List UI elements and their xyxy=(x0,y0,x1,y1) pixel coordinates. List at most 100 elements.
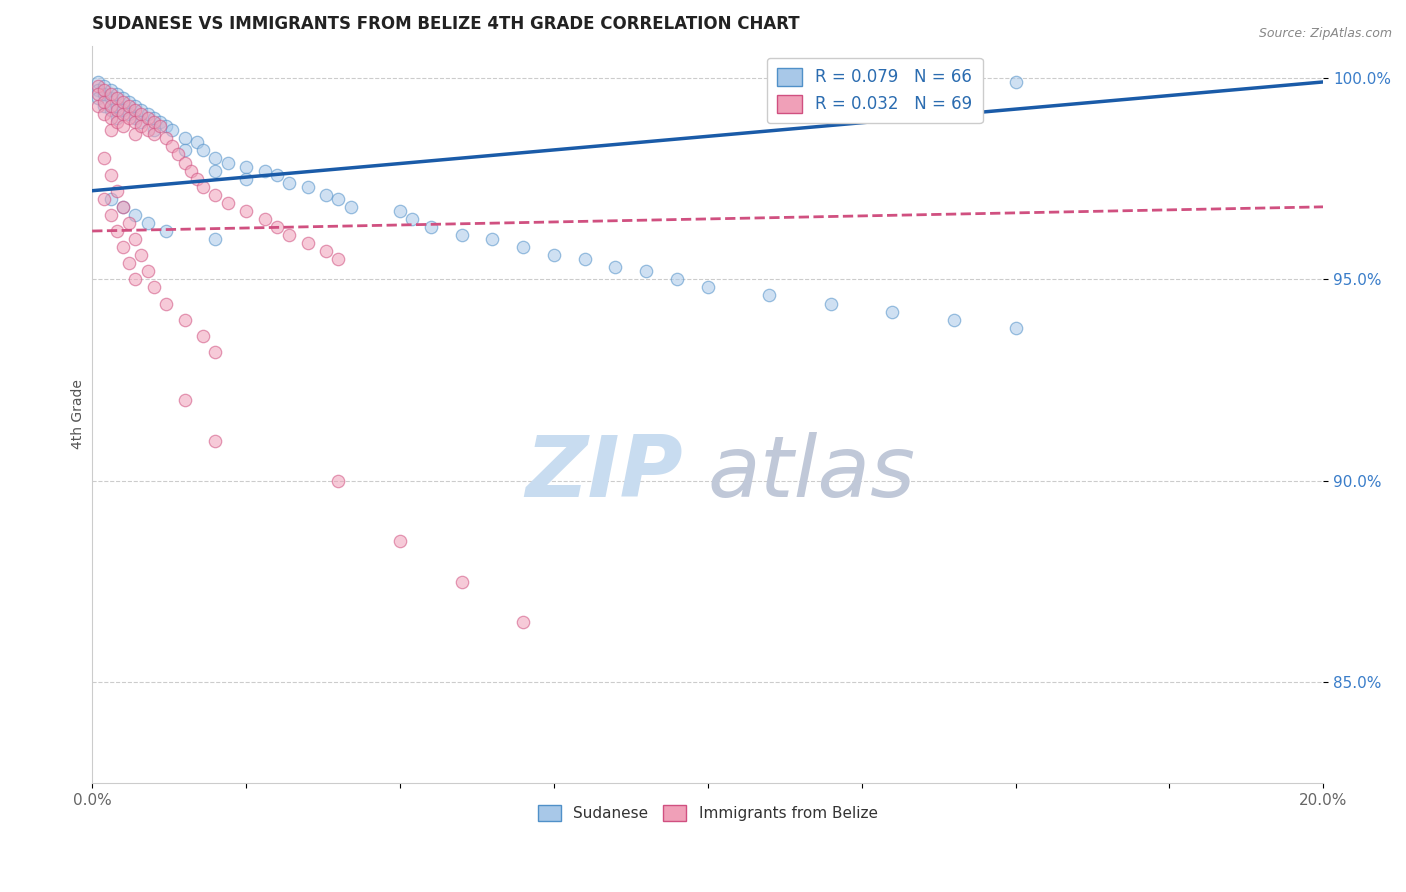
Point xyxy=(155,296,177,310)
Point xyxy=(105,112,128,126)
Point xyxy=(105,87,128,101)
Point xyxy=(186,171,208,186)
Point xyxy=(100,99,122,113)
Point xyxy=(124,128,146,142)
Point xyxy=(93,99,115,113)
Point xyxy=(136,216,159,230)
Point xyxy=(1004,320,1026,334)
Text: atlas: atlas xyxy=(707,432,915,515)
Text: Source: ZipAtlas.com: Source: ZipAtlas.com xyxy=(1258,27,1392,40)
Point xyxy=(131,248,153,262)
Point xyxy=(882,304,904,318)
Point xyxy=(118,99,141,113)
Point xyxy=(636,264,658,278)
Point xyxy=(235,203,257,218)
Point xyxy=(328,192,350,206)
Point xyxy=(235,160,257,174)
Point xyxy=(173,393,195,408)
Point xyxy=(105,99,128,113)
Point xyxy=(173,144,195,158)
Point xyxy=(124,208,146,222)
Point xyxy=(93,152,115,166)
Point xyxy=(87,91,110,105)
Text: SUDANESE VS IMMIGRANTS FROM BELIZE 4TH GRADE CORRELATION CHART: SUDANESE VS IMMIGRANTS FROM BELIZE 4TH G… xyxy=(93,15,800,33)
Point xyxy=(105,91,128,105)
Point xyxy=(235,171,257,186)
Point xyxy=(118,95,141,109)
Point xyxy=(136,123,159,137)
Point xyxy=(100,168,122,182)
Point xyxy=(173,155,195,169)
Point xyxy=(131,115,153,129)
Point xyxy=(93,95,115,109)
Point xyxy=(124,103,146,117)
Point xyxy=(315,244,337,259)
Point xyxy=(105,224,128,238)
Point xyxy=(696,280,718,294)
Point xyxy=(111,120,134,134)
Point xyxy=(111,200,134,214)
Point xyxy=(191,328,214,343)
Point xyxy=(124,232,146,246)
Point xyxy=(401,211,423,226)
Point xyxy=(131,107,153,121)
Point xyxy=(942,312,965,326)
Point xyxy=(217,195,239,210)
Point xyxy=(253,211,276,226)
Point xyxy=(204,152,226,166)
Point xyxy=(100,112,122,126)
Point xyxy=(204,434,226,448)
Y-axis label: 4th Grade: 4th Grade xyxy=(72,379,86,450)
Point xyxy=(142,115,165,129)
Point xyxy=(142,112,165,126)
Point xyxy=(124,99,146,113)
Point xyxy=(204,345,226,359)
Point xyxy=(388,534,411,549)
Point xyxy=(173,131,195,145)
Point xyxy=(111,103,134,117)
Point xyxy=(105,103,128,117)
Point xyxy=(1004,75,1026,89)
Point xyxy=(136,264,159,278)
Point xyxy=(450,228,472,243)
Point xyxy=(124,112,146,126)
Point xyxy=(315,187,337,202)
Point xyxy=(155,224,177,238)
Point xyxy=(118,216,141,230)
Point xyxy=(328,252,350,267)
Point xyxy=(131,103,153,117)
Point xyxy=(328,474,350,488)
Point xyxy=(105,115,128,129)
Point xyxy=(266,219,288,234)
Point xyxy=(100,192,122,206)
Point xyxy=(87,75,110,89)
Point xyxy=(155,120,177,134)
Point xyxy=(118,112,141,126)
Point xyxy=(297,236,319,251)
Point xyxy=(204,187,226,202)
Point xyxy=(124,115,146,129)
Point xyxy=(111,200,134,214)
Point xyxy=(191,179,214,194)
Point xyxy=(111,107,134,121)
Point xyxy=(167,147,190,161)
Point xyxy=(124,272,146,286)
Point xyxy=(419,219,441,234)
Text: ZIP: ZIP xyxy=(526,432,683,515)
Point xyxy=(820,296,842,310)
Point xyxy=(160,123,183,137)
Point xyxy=(155,131,177,145)
Point xyxy=(160,139,183,153)
Point xyxy=(100,103,122,117)
Point xyxy=(136,112,159,126)
Point xyxy=(93,87,115,101)
Point xyxy=(131,120,153,134)
Point xyxy=(217,155,239,169)
Point xyxy=(87,78,110,93)
Point xyxy=(204,232,226,246)
Point xyxy=(100,123,122,137)
Point xyxy=(512,615,534,629)
Point xyxy=(665,272,688,286)
Point xyxy=(758,288,780,302)
Point xyxy=(142,280,165,294)
